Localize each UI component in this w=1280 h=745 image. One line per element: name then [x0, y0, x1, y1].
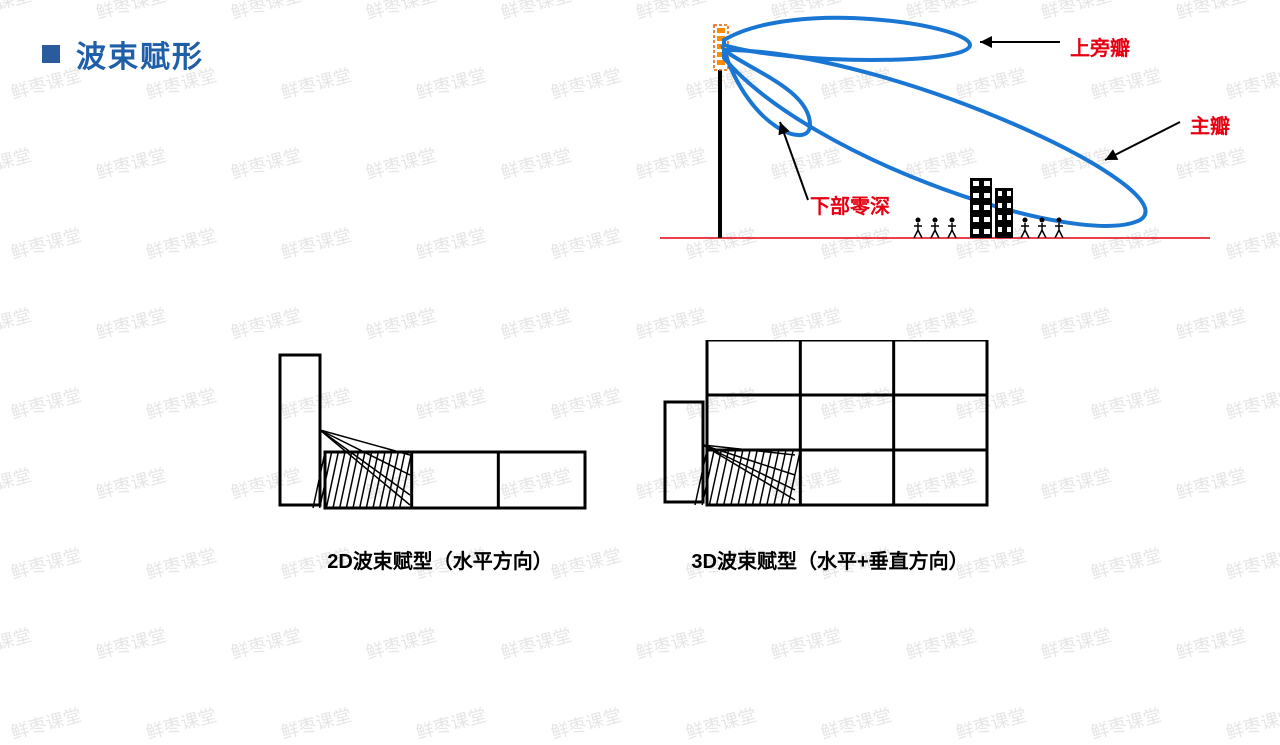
antenna-lobe-diagram: 上旁瓣 主瓣 下部零深: [660, 10, 1280, 270]
slide-title: 波束赋形: [76, 32, 204, 76]
title-bullet: [42, 45, 60, 63]
diagram-2d: [270, 350, 610, 530]
caption-2d: 2D波束赋型（水平方向）: [295, 545, 585, 574]
caption-3d: 3D波束赋型（水平+垂直方向）: [660, 545, 1000, 574]
lower-lobe: [724, 50, 810, 135]
beamforming-comparison: 2D波束赋型（水平方向） 3D波束赋型（水平+垂直方向）: [270, 350, 1030, 630]
antenna-svg: [660, 10, 1280, 270]
main-lobe: [724, 50, 1146, 226]
label-lower-null: 下部零深: [810, 190, 890, 219]
slide-title-row: 波束赋形: [42, 32, 204, 76]
buildings: [970, 178, 1013, 238]
label-main-lobe: 主瓣: [1190, 110, 1230, 139]
arrow-main: [1105, 122, 1180, 160]
label-upper-sidelobe: 上旁瓣: [1070, 32, 1130, 61]
diagram-3d: [655, 340, 1015, 520]
